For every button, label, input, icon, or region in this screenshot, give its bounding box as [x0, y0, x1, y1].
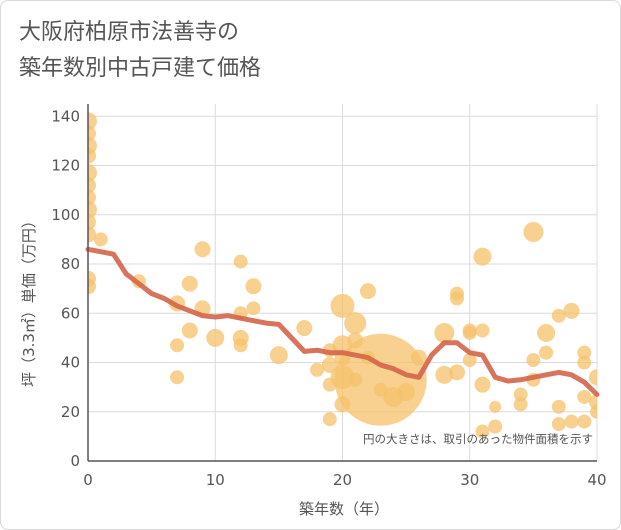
y-tick-labels: 0 20 40 60 80 100 120 140 [51, 107, 80, 470]
bubble-point [334, 333, 427, 426]
bubble-point [170, 370, 185, 385]
bubble-point [181, 322, 198, 339]
bubble-point [296, 320, 313, 337]
chart-title-line-2: 築年数別中古戸建て価格 [19, 56, 262, 81]
bubble-point [322, 412, 337, 427]
y-axis-label: 坪（3.3㎡）単価（万円） [20, 213, 38, 387]
bubble-point [462, 325, 477, 340]
y-tick-label: 40 [61, 354, 80, 372]
bubble-point [526, 353, 541, 368]
bubble-point [564, 414, 579, 429]
x-tick-label: 40 [587, 471, 606, 489]
average-price-line [85, 246, 600, 397]
bubble-series [88, 112, 597, 439]
bubble-point [523, 222, 544, 243]
bubble-point [513, 397, 528, 412]
bubble-point [577, 345, 592, 360]
bubble-size-note: 円の大きさは、取引のあった物件面積を示す [363, 432, 593, 446]
y-tick-label: 100 [51, 206, 80, 224]
bubble-point [577, 389, 592, 404]
bubble-point [551, 399, 566, 414]
bubble-point [462, 353, 477, 368]
bubble-point [233, 338, 248, 353]
bubble-point [410, 349, 427, 366]
y-tick-label: 20 [61, 403, 80, 421]
y-tick-label: 80 [61, 255, 80, 273]
bubble-point [563, 302, 580, 319]
bubble-point [88, 112, 97, 131]
bubble-point [181, 275, 198, 292]
bubble-point [551, 308, 566, 323]
bubble-point [537, 323, 556, 342]
bubble-point [577, 355, 592, 370]
bubble-point [434, 322, 455, 343]
bubble-point [310, 362, 325, 377]
bubble-point [473, 247, 492, 266]
bubble-point [88, 278, 96, 295]
chart-title: 大阪府柏原市法善寺の 築年数別中古戸建て価格 [19, 15, 261, 87]
bubble-point [489, 400, 502, 413]
bubble-point [246, 301, 261, 316]
bubble-point [321, 356, 338, 373]
bubble-point [233, 254, 248, 269]
bubble-point [397, 383, 416, 402]
bubble-point [88, 214, 96, 231]
bubble-point [245, 278, 262, 295]
bubble-point [474, 376, 491, 393]
bubble-point [93, 232, 108, 247]
bubble-point [590, 404, 597, 419]
bubble-point [475, 323, 490, 338]
bubble-point [551, 417, 566, 432]
bubble-point [513, 387, 528, 402]
bubble-point [373, 382, 388, 397]
x-tick-label: 0 [83, 471, 93, 489]
y-tick-label: 140 [51, 107, 80, 125]
x-tick-label: 10 [206, 471, 225, 489]
bubble-point [194, 241, 211, 258]
x-tick-labels: 0 10 20 30 40 [83, 471, 606, 489]
bubble-point [475, 424, 490, 439]
bubble-point [577, 414, 592, 429]
bubble-point [449, 364, 466, 381]
x-axis-label: 築年数（年） [299, 500, 389, 518]
x-tick-label: 20 [333, 471, 352, 489]
y-tick-label: 60 [61, 304, 80, 322]
y-tick-label: 0 [70, 452, 80, 470]
bubble-point [359, 283, 376, 300]
bubble-point [539, 345, 554, 360]
bubble-point [488, 419, 503, 434]
y-tick-label: 120 [51, 157, 80, 175]
bubble-point [88, 147, 96, 164]
bubble-point [170, 338, 185, 353]
bubble-point [435, 365, 454, 384]
bubble-point [88, 200, 97, 219]
bubble-point [450, 291, 465, 306]
bubble-point [269, 346, 288, 365]
bubble-point [206, 328, 225, 347]
bubble-point [589, 369, 597, 386]
bubble-point [344, 312, 367, 335]
x-tick-label: 30 [460, 471, 479, 489]
bubble-point [88, 163, 97, 182]
bubble-point [88, 177, 96, 194]
bubble-point [330, 293, 355, 318]
chart-title-line-1: 大阪府柏原市法善寺の [19, 20, 240, 45]
